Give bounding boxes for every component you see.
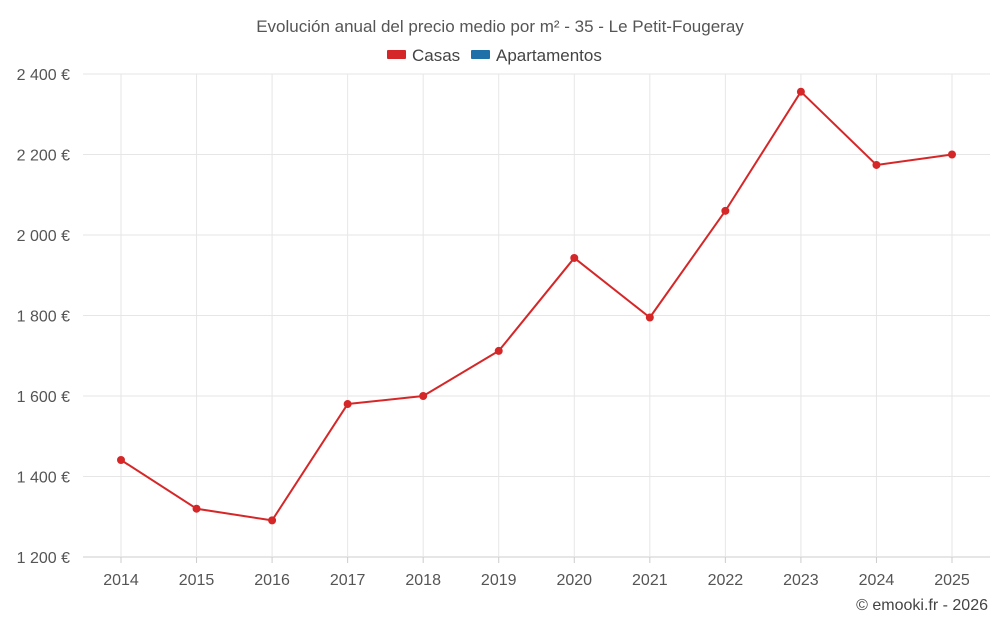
x-tick-label: 2017 [330, 572, 366, 589]
x-tick-label: 2016 [254, 572, 290, 589]
data-point[interactable] [948, 150, 956, 159]
legend-swatch-apartamentos [471, 50, 490, 59]
data-point[interactable] [268, 516, 277, 525]
legend: Casas Apartamentos [387, 46, 602, 65]
data-point[interactable] [796, 87, 805, 96]
data-point[interactable] [494, 346, 503, 355]
credit-text: © emooki.fr - 2026 [856, 597, 988, 614]
legend-label-casas: Casas [412, 46, 460, 65]
x-axis: 2014 2015 2016 2017 2018 2019 2020 2021 2022 2023… [103, 557, 970, 589]
data-point[interactable] [343, 400, 352, 409]
y-axis: 1 200 € 1 400 € 1 600 € 1 800 € 2 000 € 2 200… [17, 67, 70, 567]
data-point[interactable] [570, 253, 579, 262]
legend-item-casas[interactable]: Casas [387, 46, 460, 65]
x-tick-label: 2019 [481, 572, 517, 589]
y-tick-label: 1 400 € [17, 470, 70, 487]
legend-label-apartamentos: Apartamentos [496, 46, 602, 65]
y-tick-label: 2 200 € [17, 148, 70, 165]
data-point[interactable] [721, 206, 730, 215]
x-tick-label: 2025 [934, 572, 970, 589]
data-point[interactable] [645, 313, 654, 322]
data-point[interactable] [117, 455, 125, 464]
gridlines [83, 73, 990, 558]
x-tick-label: 2023 [783, 572, 819, 589]
legend-swatch-casas [387, 50, 406, 59]
x-tick-label: 2018 [405, 572, 441, 589]
y-tick-label: 2 400 € [17, 67, 70, 84]
data-point[interactable] [419, 392, 428, 400]
series-line [120, 90, 953, 522]
x-tick-label: 2014 [103, 572, 139, 589]
y-tick-label: 2 000 € [17, 228, 70, 245]
data-point[interactable] [872, 160, 881, 169]
x-tick-label: 2022 [708, 572, 744, 589]
y-tick-label: 1 200 € [17, 550, 70, 567]
x-tick-label: 2024 [859, 572, 895, 589]
x-tick-label: 2015 [179, 572, 215, 589]
chart-title: Evolución anual del precio medio por m² … [256, 17, 744, 36]
series-casas [117, 87, 956, 525]
x-tick-label: 2021 [632, 572, 668, 589]
y-tick-label: 1 600 € [17, 389, 70, 406]
y-tick-label: 1 800 € [17, 309, 70, 326]
data-point[interactable] [192, 504, 201, 513]
x-tick-label: 2020 [556, 572, 592, 589]
legend-item-apartamentos[interactable]: Apartamentos [471, 46, 602, 65]
